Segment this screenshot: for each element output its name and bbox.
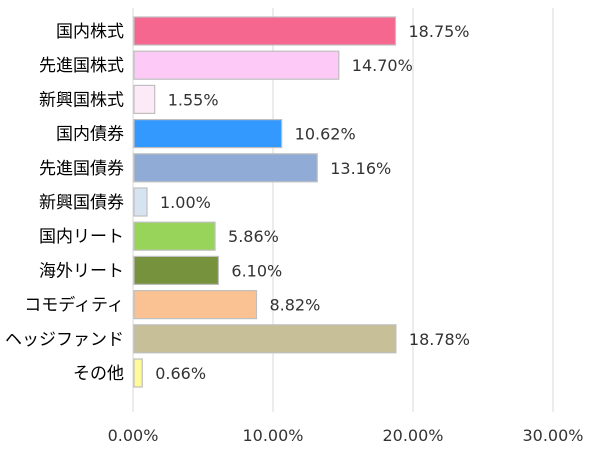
category-label: コモディティ bbox=[24, 295, 124, 316]
category-labels: 国内株式先進国株式新興国株式国内債券先進国債券新興国債券国内リート海外リートコモ… bbox=[5, 22, 124, 384]
x-tick-label: 10.00% bbox=[242, 426, 303, 445]
bar bbox=[133, 255, 220, 285]
bar bbox=[133, 187, 148, 217]
bar bbox=[133, 50, 340, 80]
value-label: 10.62% bbox=[295, 125, 356, 144]
x-tick-label: 30.00% bbox=[522, 426, 583, 445]
value-label: 8.82% bbox=[269, 296, 320, 315]
value-label: 14.70% bbox=[352, 56, 413, 75]
x-axis-ticks: 0.00% 10.00% 20.00% 30.00% bbox=[108, 426, 584, 445]
bar bbox=[133, 358, 143, 388]
bar bbox=[133, 118, 283, 149]
x-tick-label: 0.00% bbox=[108, 426, 159, 445]
bar bbox=[133, 290, 258, 320]
category-label: その他 bbox=[73, 364, 124, 384]
category-label: 海外リート bbox=[39, 261, 124, 281]
value-label: 6.10% bbox=[231, 261, 282, 280]
bar bbox=[133, 221, 216, 251]
value-label: 0.66% bbox=[155, 364, 206, 383]
value-label: 1.55% bbox=[168, 90, 219, 109]
bar bbox=[133, 16, 397, 46]
category-label: 国内株式 bbox=[56, 22, 124, 42]
category-label: 国内リート bbox=[39, 227, 124, 247]
bar bbox=[133, 84, 156, 115]
category-label: 国内債券 bbox=[56, 125, 124, 145]
value-label: 13.16% bbox=[330, 159, 391, 178]
value-label: 18.75% bbox=[409, 22, 470, 41]
category-label: 新興国債券 bbox=[39, 193, 124, 213]
value-labels: 18.75% 14.70% 1.55% 10.62% 13.16% 1.00% 5.86% 6… bbox=[155, 22, 470, 383]
bars bbox=[133, 16, 397, 388]
category-label: 先進国債券 bbox=[39, 159, 124, 179]
bar bbox=[133, 153, 318, 183]
bar bbox=[133, 324, 397, 354]
value-label: 18.78% bbox=[409, 330, 470, 349]
x-tick-label: 20.00% bbox=[382, 426, 443, 445]
category-label: 新興国株式 bbox=[39, 90, 124, 110]
category-label: 先進国株式 bbox=[39, 56, 124, 76]
value-label: 1.00% bbox=[160, 193, 211, 212]
category-label: ヘッジファンド bbox=[5, 330, 124, 350]
value-label: 5.86% bbox=[228, 227, 279, 246]
